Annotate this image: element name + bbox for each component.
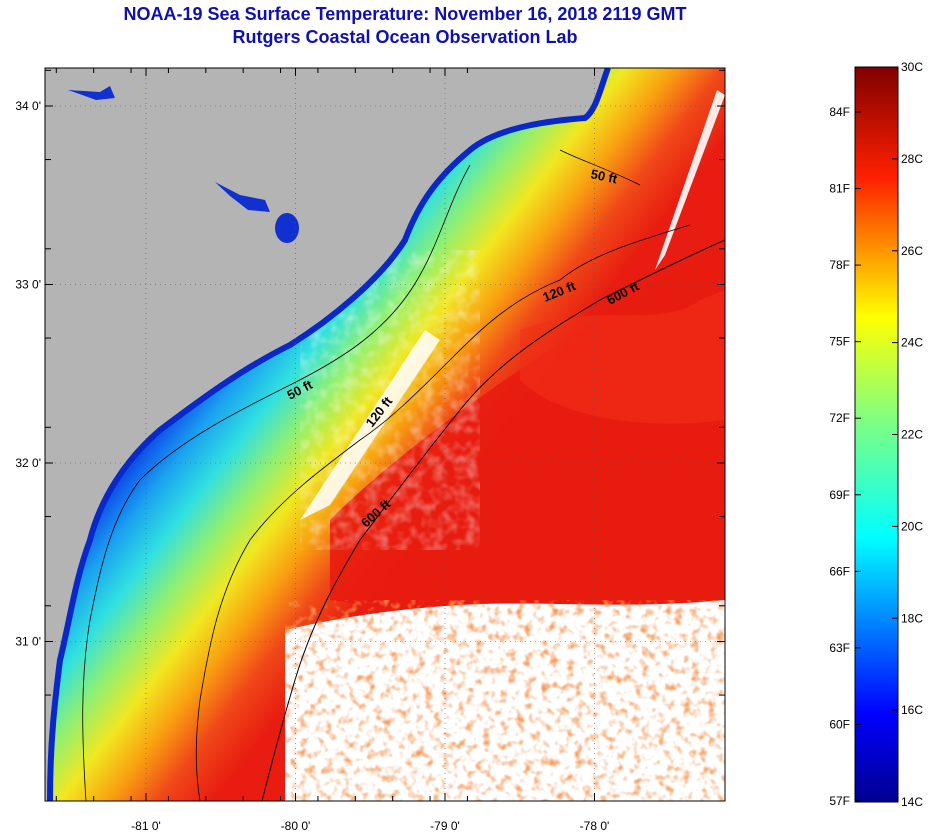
colorbar-fahrenheit-label: 57F — [829, 794, 850, 808]
coastline — [47, 68, 611, 801]
lat-tick-label: 31 0' — [15, 635, 41, 649]
colorbar — [854, 66, 899, 803]
map-title: NOAA-19 Sea Surface Temperature: Novembe… — [123, 4, 687, 24]
colorbar-fahrenheit-labels: 84F 81F 78F 75F 72F 69F 66F 63F 60F 57F — [829, 105, 850, 808]
lat-tick-label: 34 0' — [15, 99, 41, 113]
lon-tick-label: -78 0' — [580, 819, 610, 832]
colorbar-celsius-label: 20C — [901, 519, 923, 533]
colorbar-ticks — [855, 66, 898, 803]
colorbar-celsius-labels: 30C 28C 26C 24C 22C 20C 18C 16C 14C — [901, 60, 923, 809]
colorbar-celsius-label: 28C — [901, 152, 923, 166]
colorbar-celsius-label: 16C — [901, 703, 923, 717]
land — [45, 68, 608, 801]
map-frame — [44, 67, 726, 802]
lon-tick-label: -80 0' — [281, 819, 311, 832]
sst-image: 50 ft 120 ft 600 ft 50 ft 120 ft 600 ft — [45, 68, 725, 801]
colorbar-fahrenheit-label: 78F — [829, 258, 850, 272]
cloud-streak-2 — [655, 90, 725, 270]
contour-120ft — [195, 224, 691, 801]
axis-ticks — [45, 68, 725, 801]
lat-tick-label: 33 0' — [15, 278, 41, 292]
colorbar-fahrenheit-label: 81F — [829, 182, 850, 196]
colorbar-celsius-label: 30C — [901, 60, 923, 74]
inland-water — [68, 86, 115, 100]
warm-eddy — [520, 290, 725, 424]
colorbar-celsius-label: 18C — [901, 611, 923, 625]
colorbar-fahrenheit-label: 63F — [829, 641, 850, 655]
map-subtitle: Rutgers Coastal Ocean Observation Lab — [232, 27, 578, 47]
contour-600ft — [261, 239, 725, 801]
colorbar-fahrenheit-label: 60F — [829, 717, 850, 731]
colorbar-celsius-label: 26C — [901, 244, 923, 258]
longitude-labels: -81 0' -80 0' -79 0' -78 0' — [131, 819, 610, 833]
colorbar-fahrenheit-label: 66F — [829, 564, 850, 578]
cloud-gaps — [285, 600, 725, 801]
colorbar-fahrenheit-label: 75F — [829, 335, 850, 349]
contour-label-50ft-north: 50 ft — [589, 166, 619, 186]
lon-tick-label: -81 0' — [131, 819, 161, 832]
colorbar-fahrenheit-label: 84F — [829, 105, 850, 119]
lake-marion — [275, 213, 299, 243]
colorbar-fahrenheit-label: 72F — [829, 411, 850, 425]
latitude-labels: 34 0' 33 0' 32 0' 31 0' — [15, 99, 41, 649]
colorbar-celsius-label: 14C — [901, 795, 923, 809]
lake-moultrie — [215, 182, 270, 212]
contour-50ft — [82, 149, 641, 801]
colorbar-celsius-label: 24C — [901, 336, 923, 350]
colorbar-fahrenheit-label: 69F — [829, 488, 850, 502]
lon-tick-label: -79 0' — [430, 819, 460, 832]
colorbar-celsius-label: 22C — [901, 428, 923, 442]
graticule — [45, 68, 725, 801]
lat-tick-label: 32 0' — [15, 456, 41, 470]
